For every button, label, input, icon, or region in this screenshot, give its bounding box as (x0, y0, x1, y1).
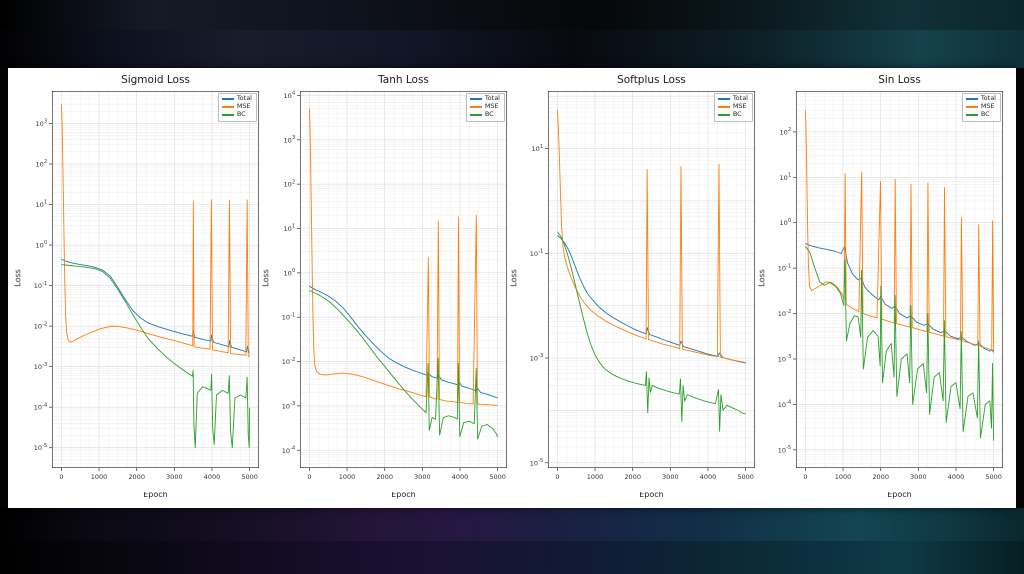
x-axis-label: Epoch (391, 490, 416, 499)
legend-item-total: Total (965, 94, 996, 103)
x-axis-label: Epoch (143, 490, 168, 499)
subplot-sin-loss: Sin Loss Total MSE BC Loss Epoch (757, 72, 1008, 504)
legend-swatch-bc (717, 114, 730, 116)
legend-swatch-total (965, 98, 978, 100)
legend-item-bc: BC (717, 110, 748, 119)
chart-title: Sigmoid Loss (121, 74, 190, 86)
chart-canvas-sin (760, 88, 1008, 492)
x-axis-label: Epoch (887, 490, 912, 499)
legend-swatch-total (221, 98, 234, 100)
background-band-bottom-2 (0, 541, 1024, 574)
subplot-tanh-loss: Tanh Loss Total MSE BC Loss Epoch (261, 72, 512, 504)
legend-swatch-mse (469, 106, 482, 108)
legend-swatch-mse (221, 106, 234, 108)
legend-item-mse: MSE (717, 102, 748, 111)
chart-canvas-tanh (264, 88, 512, 492)
subplot-sigmoid-loss: Sigmoid Loss Total MSE BC Loss Epoch (13, 72, 264, 504)
chart-title: Softplus Loss (617, 74, 686, 86)
legend-item-total: Total (469, 94, 500, 103)
subplot-softplus-loss: Softplus Loss Total MSE BC Loss Epoch (509, 72, 760, 504)
background-band-top-2 (0, 30, 1024, 68)
legend-item-mse: MSE (221, 102, 252, 111)
chart-canvas-sigmoid (16, 88, 264, 492)
legend-swatch-total (717, 98, 730, 100)
plot-area: Total MSE BC Loss (757, 88, 1008, 492)
legend-swatch-bc (221, 114, 234, 116)
y-axis-label: Loss (757, 269, 767, 287)
legend-label-bc: BC (236, 110, 246, 119)
y-axis-label: Loss (509, 269, 519, 287)
plot-area: Total MSE BC Loss (509, 88, 760, 492)
legend-label-mse: MSE (980, 102, 995, 111)
legend: Total MSE BC (465, 93, 505, 122)
legend-swatch-bc (469, 114, 482, 116)
legend: Total MSE BC (713, 93, 753, 122)
legend-item-total: Total (221, 94, 252, 103)
loss-figure: Sigmoid Loss Total MSE BC Loss Epoch Tan… (8, 68, 1016, 508)
legend-label-mse: MSE (732, 102, 747, 111)
legend-label-total: Total (236, 94, 252, 103)
legend: Total MSE BC (217, 93, 257, 122)
legend-label-bc: BC (980, 110, 990, 119)
background-band-top-1 (0, 0, 1024, 30)
legend-swatch-total (469, 98, 482, 100)
legend-item-bc: BC (221, 110, 252, 119)
plot-area: Total MSE BC Loss (261, 88, 512, 492)
legend-label-total: Total (484, 94, 500, 103)
legend-item-mse: MSE (469, 102, 500, 111)
chart-title: Tanh Loss (378, 74, 429, 86)
y-axis-label: Loss (13, 269, 23, 287)
plot-area: Total MSE BC Loss (13, 88, 264, 492)
background-band-bottom-1 (0, 508, 1024, 541)
legend-swatch-mse (965, 106, 978, 108)
legend-label-bc: BC (732, 110, 742, 119)
legend-item-total: Total (717, 94, 748, 103)
legend-item-bc: BC (469, 110, 500, 119)
legend-item-mse: MSE (965, 102, 996, 111)
legend-label-total: Total (980, 94, 996, 103)
legend-label-mse: MSE (484, 102, 499, 111)
legend-swatch-mse (717, 106, 730, 108)
chart-title: Sin Loss (878, 74, 921, 86)
legend-swatch-bc (965, 114, 978, 116)
legend-label-total: Total (732, 94, 748, 103)
legend: Total MSE BC (961, 93, 1001, 122)
legend-label-bc: BC (484, 110, 494, 119)
legend-item-bc: BC (965, 110, 996, 119)
y-axis-label: Loss (261, 269, 271, 287)
legend-label-mse: MSE (236, 102, 251, 111)
x-axis-label: Epoch (639, 490, 664, 499)
chart-canvas-softplus (512, 88, 760, 492)
